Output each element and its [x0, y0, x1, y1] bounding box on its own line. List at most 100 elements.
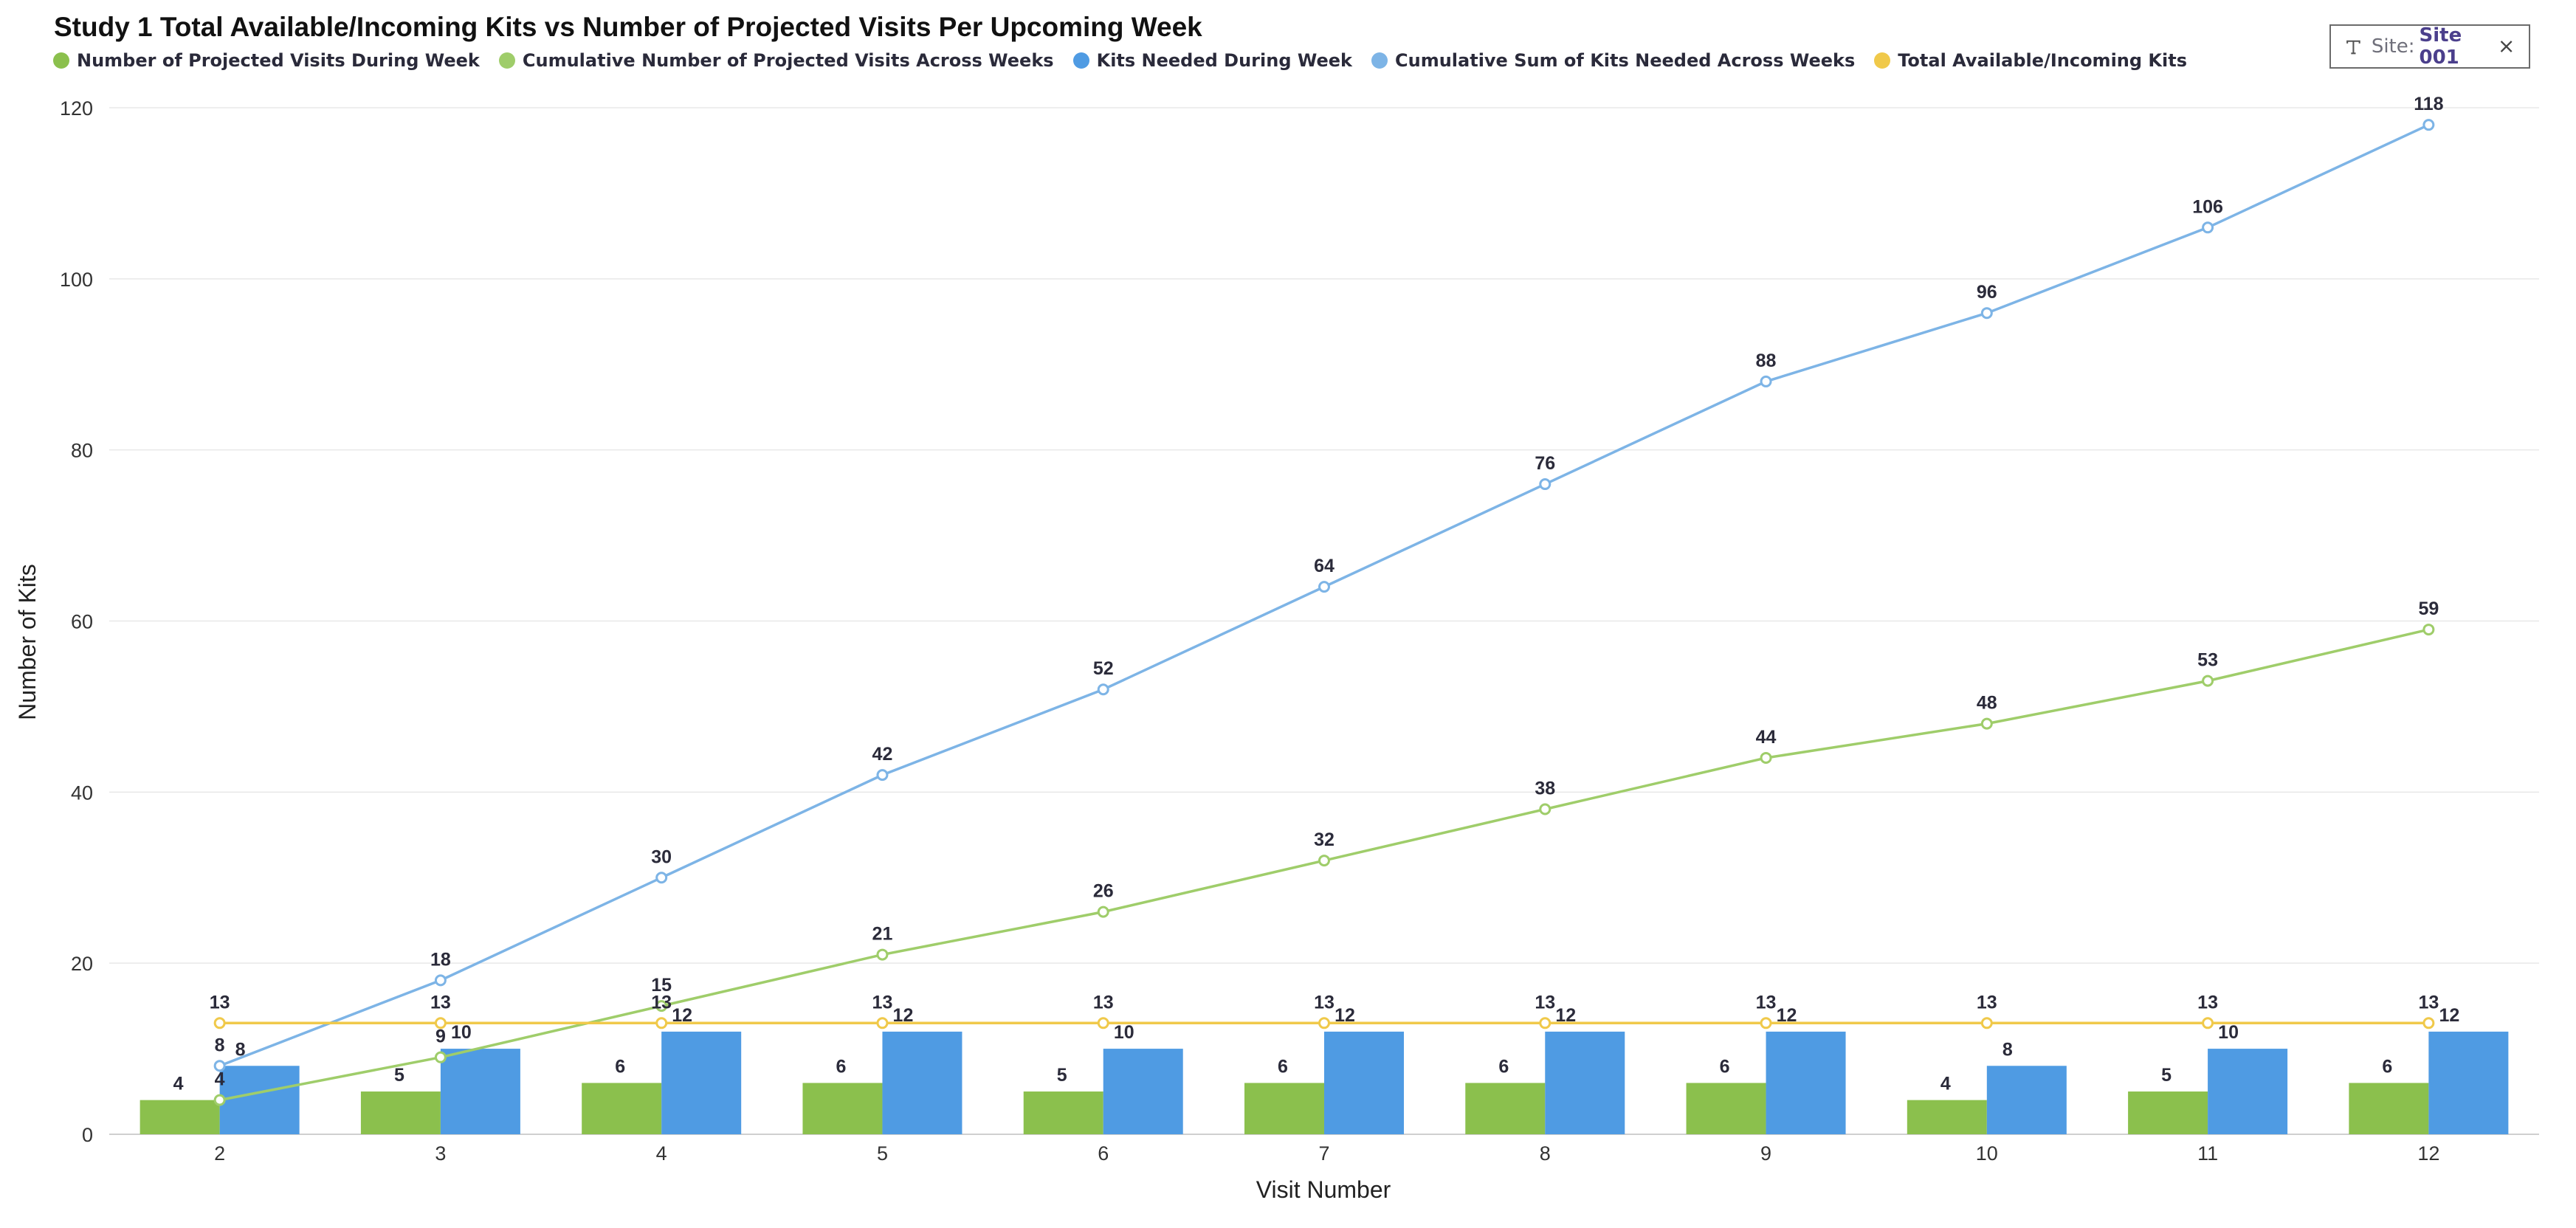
point-total[interactable] — [876, 1017, 889, 1029]
bar-visits[interactable] — [582, 1083, 662, 1134]
bar-kits[interactable] — [1103, 1049, 1183, 1134]
bar-label-visits: 6 — [1720, 1056, 1730, 1077]
point-cum-visits[interactable] — [876, 948, 889, 961]
point-cum-kits[interactable] — [1539, 478, 1552, 491]
point-cum-kits[interactable] — [213, 1060, 226, 1072]
bar-label-kits: 10 — [451, 1022, 472, 1043]
bar-kits[interactable] — [1324, 1031, 1404, 1134]
bar-kits[interactable] — [661, 1031, 742, 1134]
bar-label-kits: 12 — [893, 1005, 914, 1026]
bar-visits[interactable] — [1023, 1091, 1103, 1134]
point-cum-visits[interactable] — [1760, 751, 1772, 764]
legend-item-cum-visits[interactable]: Cumulative Number of Projected Visits Ac… — [498, 50, 1054, 71]
legend-label-visits: Number of Projected Visits During Week — [77, 50, 480, 71]
point-label-total: 13 — [1314, 992, 1335, 1013]
text-type-icon — [2346, 40, 2360, 55]
legend-dot-total — [1874, 52, 1891, 69]
point-total[interactable] — [1760, 1017, 1772, 1029]
bar-kits[interactable] — [2208, 1049, 2288, 1134]
point-cum-visits[interactable] — [1318, 855, 1330, 867]
bar-label-visits: 5 — [1057, 1065, 1067, 1086]
x-tick-label: 2 — [214, 1142, 225, 1165]
point-total[interactable] — [1539, 1017, 1552, 1029]
point-cum-visits[interactable] — [1097, 906, 1109, 918]
point-cum-visits[interactable] — [213, 1094, 226, 1106]
legend-item-visits[interactable]: Number of Projected Visits During Week — [53, 50, 480, 71]
bar-kits[interactable] — [219, 1066, 300, 1134]
bar-label-visits: 6 — [2382, 1056, 2392, 1077]
bar-kits[interactable] — [1766, 1031, 1846, 1134]
point-label-cum-kits: 30 — [651, 846, 672, 867]
point-total[interactable] — [434, 1017, 447, 1029]
point-cum-kits[interactable] — [1760, 375, 1772, 387]
legend-item-kits[interactable]: Kits Needed During Week — [1072, 50, 1352, 71]
legend-item-cum-kits[interactable]: Cumulative Sum of Kits Needed Across Wee… — [1371, 50, 1855, 71]
x-tick-label: 9 — [1760, 1142, 1771, 1165]
point-label-total: 13 — [2197, 992, 2218, 1013]
bar-visits[interactable] — [2349, 1083, 2429, 1134]
bar-kits[interactable] — [1986, 1066, 2067, 1134]
point-cum-kits[interactable] — [1318, 581, 1330, 593]
close-icon[interactable] — [2498, 38, 2514, 55]
legend-dot-visits — [53, 52, 69, 69]
bar-label-visits: 4 — [1940, 1074, 1951, 1094]
legend-dot-cum-visits — [498, 52, 515, 69]
bar-kits[interactable] — [2428, 1031, 2509, 1134]
point-cum-visits[interactable] — [2202, 675, 2214, 687]
point-cum-visits[interactable] — [2422, 624, 2435, 636]
point-label-cum-kits: 96 — [1977, 282, 1997, 303]
site-filter-chip[interactable]: Site: Site 001 — [2329, 24, 2530, 69]
bar-label-visits: 6 — [836, 1056, 847, 1077]
bar-visits[interactable] — [140, 1100, 220, 1134]
point-cum-visits[interactable] — [1980, 717, 1993, 730]
point-cum-kits[interactable] — [1980, 307, 1993, 320]
point-label-cum-kits: 8 — [215, 1035, 225, 1055]
x-axis-title: Visit Number — [1256, 1176, 1391, 1203]
bar-visits[interactable] — [1686, 1083, 1766, 1134]
point-total[interactable] — [1097, 1017, 1109, 1029]
point-label-cum-kits: 106 — [2192, 196, 2223, 217]
bar-label-visits: 6 — [1498, 1056, 1509, 1077]
bar-kits[interactable] — [440, 1049, 520, 1134]
point-total[interactable] — [2202, 1017, 2214, 1029]
point-cum-visits[interactable] — [434, 1051, 447, 1063]
point-total[interactable] — [1980, 1017, 1993, 1029]
point-cum-kits[interactable] — [2202, 221, 2214, 234]
bar-label-kits: 12 — [2439, 1005, 2459, 1026]
point-label-cum-kits: 42 — [872, 744, 893, 765]
legend-label-cum-visits: Cumulative Number of Projected Visits Ac… — [522, 50, 1054, 71]
point-cum-kits[interactable] — [876, 769, 889, 782]
point-cum-visits[interactable] — [655, 1000, 668, 1013]
chart-title: Study 1 Total Available/Incoming Kits vs… — [54, 12, 1202, 42]
bar-label-kits: 8 — [235, 1039, 246, 1060]
bar-kits[interactable] — [1545, 1031, 1625, 1134]
point-cum-kits[interactable] — [434, 974, 447, 987]
point-total[interactable] — [213, 1017, 226, 1029]
point-label-cum-kits: 76 — [1535, 453, 1555, 474]
bar-visits[interactable] — [1244, 1083, 1324, 1134]
point-total[interactable] — [2422, 1017, 2435, 1029]
y-tick-label: 60 — [71, 611, 93, 633]
legend-item-total[interactable]: Total Available/Incoming Kits — [1874, 50, 2187, 71]
bar-label-kits: 12 — [1777, 1005, 1797, 1026]
point-cum-kits[interactable] — [2422, 119, 2435, 131]
point-cum-visits[interactable] — [1539, 803, 1552, 815]
point-label-total: 13 — [1093, 992, 1114, 1013]
bar-visits[interactable] — [1907, 1100, 1987, 1134]
point-total[interactable] — [1318, 1017, 1330, 1029]
point-label-total: 13 — [1756, 992, 1777, 1013]
bar-label-visits: 5 — [394, 1065, 404, 1086]
point-label-cum-kits: 64 — [1314, 556, 1335, 576]
bar-label-visits: 6 — [615, 1056, 625, 1077]
point-label-cum-visits: 59 — [2418, 599, 2439, 619]
bar-visits[interactable] — [802, 1083, 883, 1134]
bar-visits[interactable] — [1465, 1083, 1546, 1134]
point-label-cum-visits: 38 — [1535, 779, 1555, 799]
point-cum-kits[interactable] — [655, 872, 668, 884]
point-cum-kits[interactable] — [1097, 683, 1109, 696]
bar-kits[interactable] — [882, 1031, 962, 1134]
bar-visits[interactable] — [2128, 1091, 2208, 1134]
bar-visits[interactable] — [360, 1091, 441, 1134]
point-total[interactable] — [655, 1017, 668, 1029]
point-label-cum-visits: 26 — [1093, 881, 1114, 902]
